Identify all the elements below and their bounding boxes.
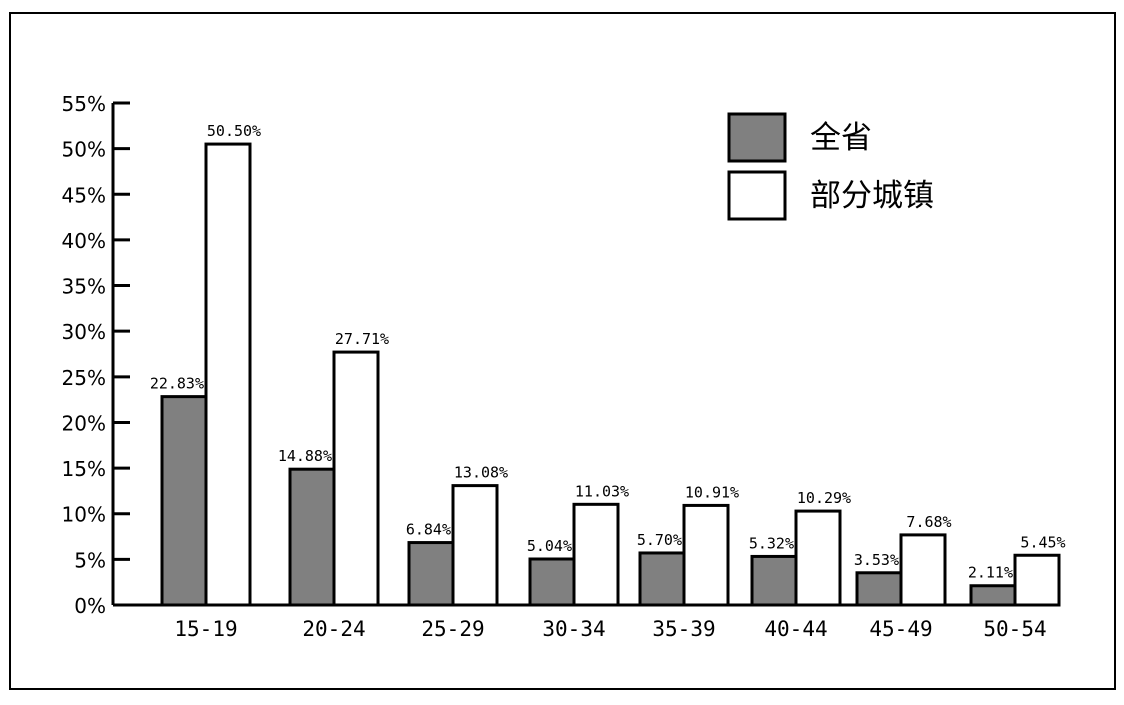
y-tick-label: 0%	[74, 594, 106, 618]
bar-province-35-39	[638, 551, 686, 607]
x-tick-label: 45-49	[869, 617, 932, 641]
bar-province-25-29	[407, 541, 455, 607]
bar-province-30-34	[528, 557, 576, 607]
data-label: 5.32%	[749, 534, 794, 552]
y-tick-label: 50%	[62, 138, 106, 162]
legend-label: 部分城镇	[810, 178, 934, 214]
y-tick-label: 45%	[62, 183, 106, 207]
data-label: 14.88%	[278, 447, 332, 465]
x-tick-label: 50-54	[983, 617, 1046, 641]
y-tick-label: 55%	[62, 92, 106, 116]
data-label: 5.04%	[527, 537, 572, 555]
data-label: 3.53%	[854, 551, 899, 569]
bar-towns-15-19	[204, 142, 252, 607]
y-tick-label: 30%	[62, 320, 106, 344]
y-tick-label: 40%	[62, 229, 106, 253]
data-label: 22.83%	[150, 375, 204, 393]
data-labels-group: 22.83% 50.50% 14.88% 27.71% 6.84% 13.08% 5.04%…	[150, 122, 1066, 582]
x-tick-label: 30-34	[542, 617, 605, 641]
bar-towns-40-44	[794, 509, 842, 607]
data-label: 50.50%	[207, 122, 261, 140]
data-label: 27.71%	[335, 330, 389, 348]
bar-towns-30-34	[572, 502, 620, 607]
bar-towns-25-29	[451, 484, 499, 607]
data-label: 10.29%	[797, 489, 851, 507]
bar-towns-35-39	[682, 503, 730, 607]
data-label: 2.11%	[968, 564, 1013, 582]
data-label: 7.68%	[906, 513, 951, 531]
y-tick-label: 5%	[74, 548, 106, 572]
bar-towns-50-54	[1013, 553, 1061, 607]
bar-province-15-19	[160, 395, 208, 607]
x-tick-label: 40-44	[764, 617, 827, 641]
legend-swatch-province	[727, 112, 787, 163]
bar-province-50-54	[969, 584, 1017, 607]
data-label: 13.08%	[454, 464, 508, 482]
x-tick-label: 25-29	[421, 617, 484, 641]
x-tick-label: 20-24	[302, 617, 365, 641]
y-tick-label: 20%	[62, 411, 106, 435]
data-label: 6.84%	[406, 521, 451, 539]
legend-swatch-towns	[727, 170, 787, 221]
y-tick-label: 10%	[62, 503, 106, 527]
x-tick-label: 15-19	[174, 617, 237, 641]
bar-towns-45-49	[899, 533, 947, 607]
data-label: 5.45%	[1020, 533, 1065, 551]
bar-towns-20-24	[332, 350, 380, 607]
y-tick-label: 35%	[62, 275, 106, 299]
data-label: 11.03%	[575, 482, 629, 500]
x-tick-label: 35-39	[652, 617, 715, 641]
data-label: 10.91%	[685, 483, 739, 501]
y-tick-label: 25%	[62, 366, 106, 390]
y-tick-label: 15%	[62, 457, 106, 481]
bar-province-20-24	[288, 467, 336, 607]
chart-frame	[9, 12, 1116, 690]
bar-province-40-44	[750, 554, 798, 607]
legend-label: 全省	[810, 120, 872, 156]
bar-province-45-49	[855, 571, 903, 607]
data-label: 5.70%	[637, 531, 682, 549]
axes-group: 15-19 20-24 25-29 30-34 35-39 40-44 45-49 50-54…	[62, 92, 1060, 641]
